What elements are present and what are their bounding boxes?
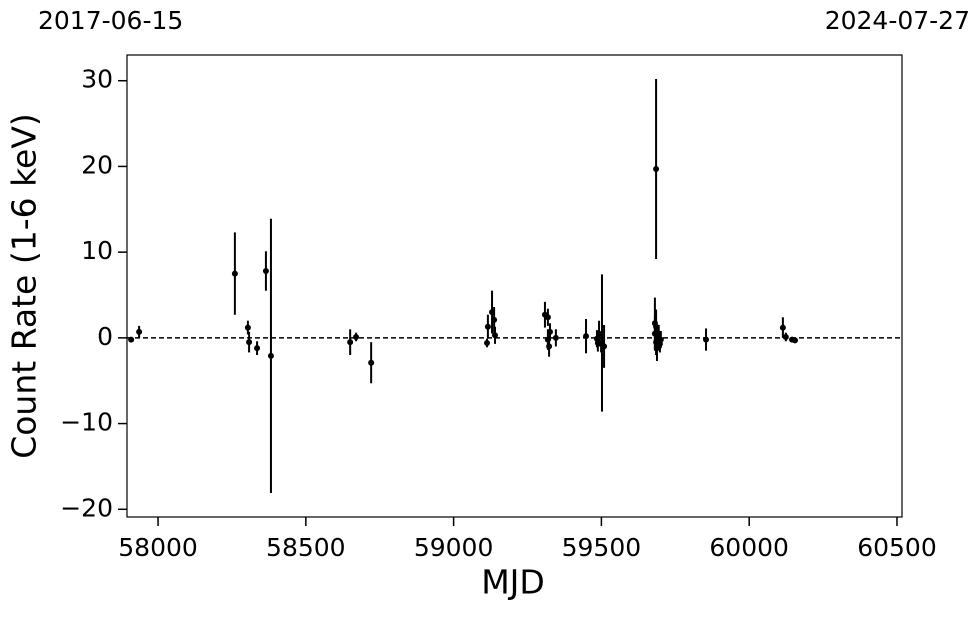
end-date: 2024-07-27	[825, 6, 970, 35]
data-point	[128, 336, 135, 343]
data-point	[596, 330, 603, 337]
data-point	[792, 337, 799, 344]
data-point	[653, 166, 660, 172]
y-tick-label: 0	[97, 322, 113, 351]
data-point	[484, 340, 491, 346]
y-tick-label: −10	[60, 408, 113, 437]
data-point	[544, 314, 551, 321]
data-point	[244, 324, 251, 331]
data-point	[491, 332, 498, 339]
start-date: 2017-06-15	[38, 6, 183, 35]
data-point	[782, 334, 789, 340]
data-point	[262, 268, 269, 274]
y-tick-label: 20	[81, 150, 113, 179]
y-tick-label: −20	[60, 493, 113, 522]
data-point	[779, 324, 786, 331]
data-point	[353, 334, 360, 340]
data-point	[136, 328, 143, 335]
data-point	[267, 352, 274, 359]
data-point	[655, 330, 662, 337]
data-point	[484, 323, 491, 330]
x-tick-label: 60000	[709, 533, 789, 562]
data-point	[546, 343, 553, 350]
data-point	[546, 328, 553, 335]
data-point	[583, 333, 590, 340]
y-tick-label: 30	[81, 65, 113, 94]
x-tick-label: 59000	[414, 533, 494, 562]
data-point	[601, 343, 608, 350]
data-point	[703, 336, 710, 343]
x-tick-label: 58000	[118, 533, 198, 562]
y-tick-label: 10	[81, 236, 113, 265]
data-point	[552, 334, 559, 341]
x-tick-label: 60500	[857, 533, 937, 562]
data-point	[254, 345, 261, 352]
data-point	[246, 339, 253, 346]
x-axis-label: MJD	[481, 563, 545, 602]
x-tick-label: 59500	[562, 533, 642, 562]
data-point	[491, 316, 498, 323]
data-point	[368, 359, 375, 366]
y-axis-label: Count Rate (1-6 keV)	[5, 113, 44, 459]
plot-frame	[126, 54, 903, 518]
data-point	[347, 339, 354, 346]
data-point	[231, 270, 238, 277]
data-point	[653, 345, 660, 352]
x-tick-label: 58500	[266, 533, 346, 562]
